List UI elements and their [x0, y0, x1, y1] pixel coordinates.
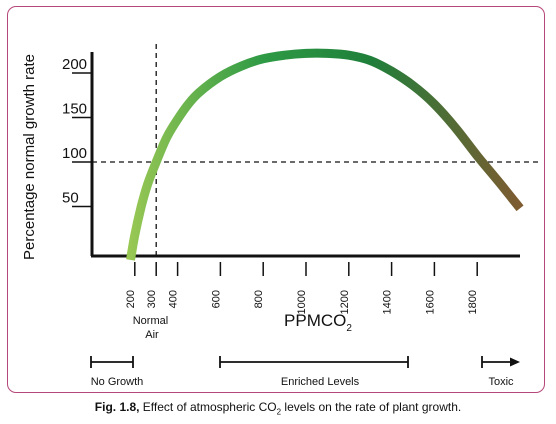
- caption-text-b: levels on the rate of plant growth.: [281, 400, 462, 414]
- no-growth-label: No Growth: [91, 376, 144, 388]
- x-tick-label: 1800: [467, 290, 479, 314]
- x-tick-label: 400: [168, 290, 180, 308]
- no-growth-bracket: [90, 356, 134, 368]
- y-tick-label: 50: [62, 190, 79, 207]
- x-tick-label: 300: [146, 290, 158, 308]
- x-axis-label-main: PPMCO: [284, 311, 346, 330]
- figure-caption: Fig. 1.8, Effect of atmospheric CO2 leve…: [0, 400, 556, 416]
- x-tick-label: 1200: [339, 290, 351, 314]
- figure-frame: [7, 6, 545, 393]
- caption-prefix: Fig. 1.8,: [94, 400, 140, 414]
- y-ticks: 50 100 150 200: [62, 56, 92, 208]
- x-tick-label: 200: [125, 290, 137, 308]
- growth-chart: Percentage normal growth rate 50 100 150 20…: [21, 44, 538, 388]
- normal-air-line-1: Normal: [133, 315, 168, 327]
- normal-air-label: Normal Air: [133, 315, 172, 341]
- x-ticks: 200 300 400 600 800 1000 1200 1400 1600 1800: [125, 262, 479, 314]
- x-tick-label: 1000: [296, 290, 308, 314]
- y-tick-label: 150: [62, 101, 87, 118]
- enriched-levels-label: Enriched Levels: [281, 376, 360, 388]
- growth-curve-line: [126, 48, 524, 261]
- toxic-label: Toxic: [488, 376, 514, 388]
- x-axis-label: PPMCO2: [284, 311, 352, 334]
- x-tick-label: 800: [253, 290, 265, 308]
- y-tick-label: 200: [62, 56, 87, 73]
- enriched-bracket: [219, 356, 409, 368]
- x-tick-label: 600: [210, 290, 222, 308]
- caption-text-a: Effect of atmospheric CO: [139, 400, 277, 414]
- y-axis-label: Percentage normal growth rate: [21, 54, 38, 260]
- normal-air-line-2: Air: [145, 329, 159, 341]
- x-tick-label: 1600: [424, 290, 436, 314]
- toxic-arrow: [481, 356, 520, 368]
- x-tick-label: 1400: [382, 290, 394, 314]
- caption-sub: 2: [276, 407, 282, 417]
- y-tick-label: 100: [62, 145, 87, 162]
- x-axis-label-sub: 2: [346, 323, 352, 334]
